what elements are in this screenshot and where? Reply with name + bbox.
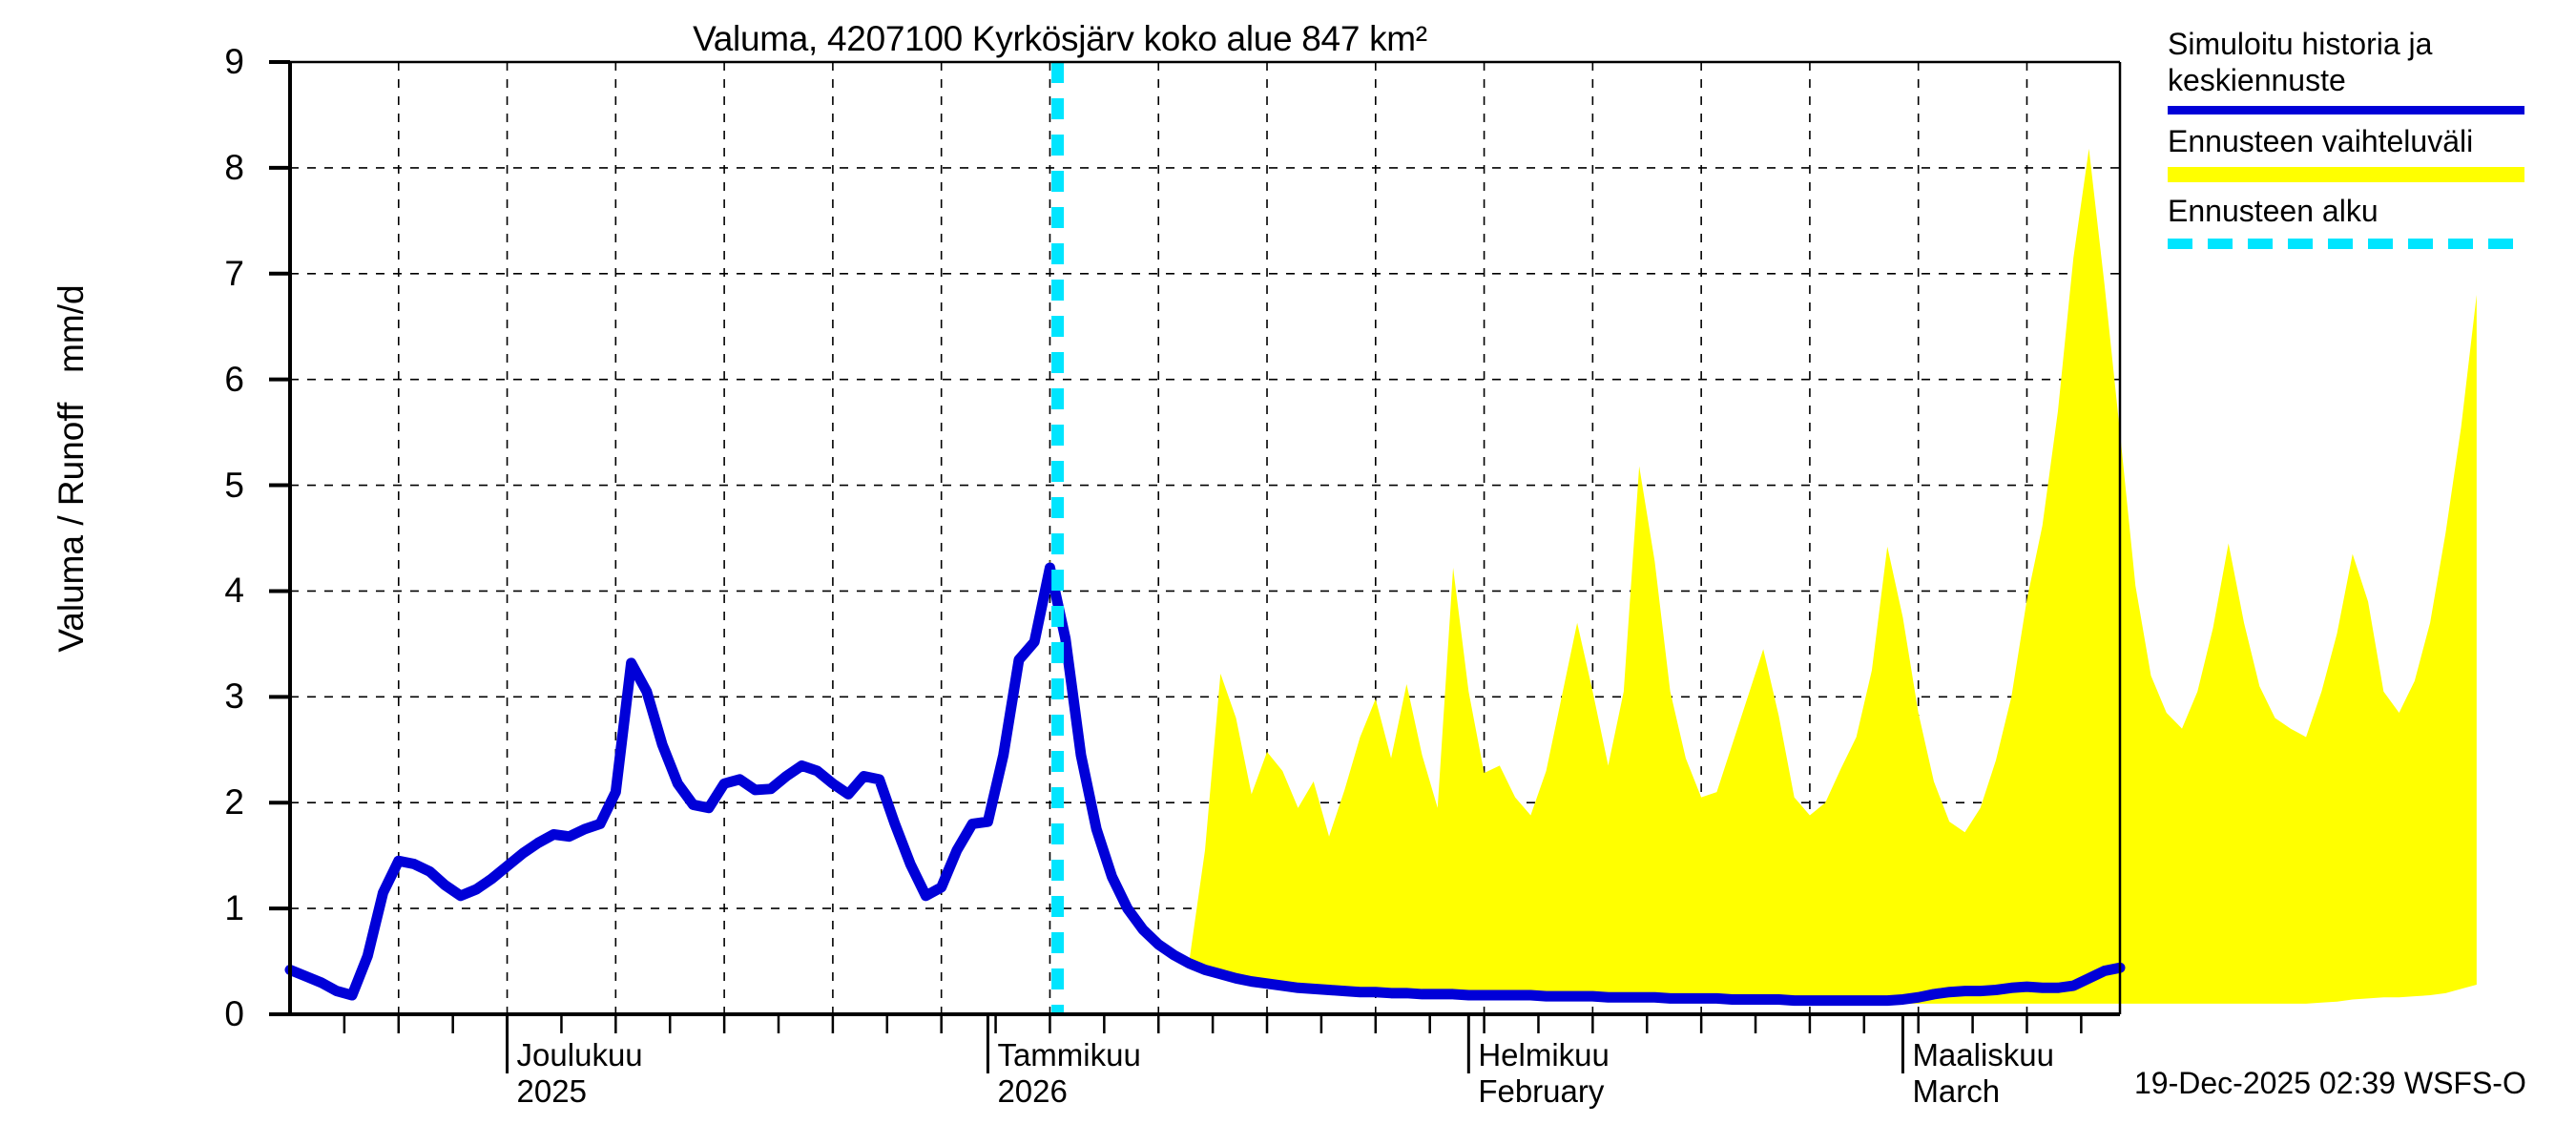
page-title: Valuma, 4207100 Kyrkösjärv koko alue 847… (693, 19, 1427, 58)
x-axis-tick-label-line1: Joulukuu (516, 1037, 643, 1072)
x-axis-tick-label-line2: 2026 (997, 1073, 1068, 1110)
x-axis-tick-label: Tammikuu 2026 (997, 1037, 1140, 1111)
footer-timestamp: 19-Dec-2025 02:39 WSFS-O (2134, 1066, 2526, 1100)
y-axis-tick-label: 3 (224, 677, 244, 717)
simulated-history-mean-line (284, 562, 2126, 1007)
y-axis-tick-label: 7 (224, 253, 244, 293)
x-axis-tick-label: Maaliskuu March (1912, 1037, 2054, 1111)
y-axis-tick-label: 9 (224, 42, 244, 81)
legend-entry-forecast-range: Ennusteen vaihteluväli (2168, 124, 2568, 183)
x-axis-ticks (343, 1014, 2083, 1073)
legend-swatch-simulated-history-line (2168, 105, 2524, 114)
legend-label-forecast-start: Ennusteen alku (2168, 194, 2379, 229)
legend-swatch-forecast-start-dashed (2168, 239, 2524, 249)
legend-entry-simulated-history: Simuloitu historia ja keskiennuste (2168, 27, 2568, 114)
x-axis-tick-label: Joulukuu 2025 (517, 1037, 643, 1111)
x-axis-tick-label-line1: Maaliskuu (1912, 1037, 2055, 1072)
y-axis-tick-label: 4 (224, 571, 244, 611)
y-axis-tick-label: 1 (224, 888, 244, 928)
y-axis-tick-label: 0 (224, 994, 244, 1033)
x-axis-tick-label-line1: Helmikuu (1478, 1037, 1610, 1072)
y-axis-tick-label: 6 (224, 359, 244, 399)
x-axis-tick-label-line1: Tammikuu (997, 1037, 1141, 1072)
x-axis-tick-label: Helmikuu February (1478, 1037, 1610, 1111)
legend-swatch-forecast-range-band (2168, 167, 2524, 183)
y-axis-tick-label: 8 (224, 147, 244, 187)
y-axis-tick-label: 5 (224, 465, 244, 505)
legend-label-simulated-history: Simuloitu historia ja keskiennuste (2168, 27, 2433, 97)
chart-legend: Simuloitu historia ja keskiennuste Ennus… (2168, 27, 2568, 255)
legend-entry-forecast-start: Ennusteen alku (2168, 194, 2568, 249)
y-axis-tick-label: 2 (224, 782, 244, 822)
x-axis-tick-label-line2: 2025 (516, 1073, 587, 1110)
legend-label-forecast-range: Ennusteen vaihteluväli (2168, 123, 2474, 158)
x-axis-tick-label-line2: February (1478, 1073, 1605, 1110)
y-axis-ticks (269, 60, 290, 1016)
x-axis-tick-label-line2: March (1912, 1073, 2001, 1110)
